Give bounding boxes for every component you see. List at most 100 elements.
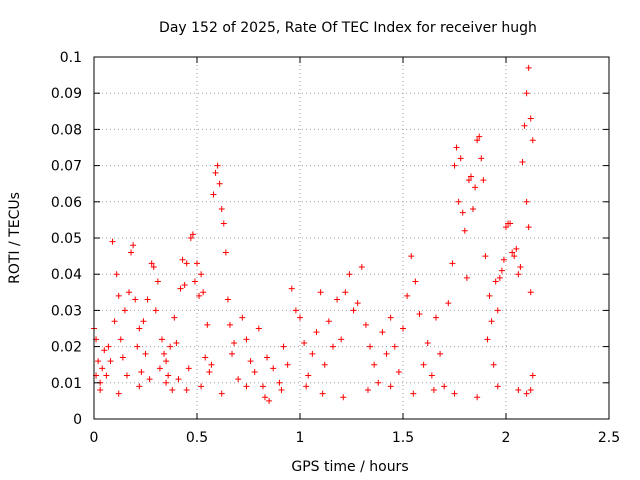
data-point xyxy=(463,274,470,281)
data-point xyxy=(183,260,190,267)
data-point xyxy=(375,379,382,386)
data-point xyxy=(511,253,518,260)
data-point xyxy=(200,289,207,296)
data-point xyxy=(218,390,225,397)
data-point xyxy=(523,390,530,397)
data-point xyxy=(527,387,534,394)
data-point xyxy=(478,155,485,162)
data-point xyxy=(449,260,456,267)
data-point xyxy=(278,387,285,394)
data-point xyxy=(123,372,130,379)
data-point xyxy=(216,180,223,187)
data-point xyxy=(503,224,509,231)
data-point xyxy=(517,263,524,270)
data-point xyxy=(445,300,452,307)
data-point xyxy=(204,321,211,328)
data-point xyxy=(527,115,534,122)
data-point xyxy=(379,329,386,336)
data-point xyxy=(432,314,439,321)
data-point xyxy=(185,365,192,372)
data-point xyxy=(154,278,161,285)
data-point xyxy=(519,158,526,165)
data-point xyxy=(173,339,180,346)
y-axis-label: ROTI / TECUs xyxy=(7,192,23,284)
data-point xyxy=(498,267,505,274)
y-tick-label: 0.1 xyxy=(60,50,82,66)
x-tick-label: 2.5 xyxy=(598,430,620,446)
data-point xyxy=(126,289,133,296)
data-point xyxy=(97,387,104,394)
data-point xyxy=(226,321,233,328)
data-point xyxy=(288,285,295,292)
data-point xyxy=(261,394,268,401)
data-point xyxy=(136,383,143,390)
data-point xyxy=(395,368,402,375)
data-point xyxy=(430,387,437,394)
data-point xyxy=(457,155,464,162)
data-point xyxy=(484,336,491,343)
data-point xyxy=(525,64,532,71)
data-point xyxy=(95,358,102,365)
data-point xyxy=(276,379,283,386)
data-point xyxy=(325,318,332,325)
data-point xyxy=(453,144,460,151)
data-point xyxy=(474,137,481,144)
data-point xyxy=(146,376,153,383)
data-point xyxy=(472,184,479,191)
data-point xyxy=(165,372,172,379)
data-point xyxy=(321,361,328,368)
data-point xyxy=(136,325,143,332)
chart-title: Day 152 of 2025, Rate Of TEC Index for r… xyxy=(159,20,537,36)
data-point xyxy=(317,289,324,296)
data-point xyxy=(243,336,250,343)
data-point xyxy=(130,242,137,249)
y-tick-label: 0.09 xyxy=(51,86,82,102)
data-point xyxy=(412,278,419,285)
data-point xyxy=(208,361,215,368)
data-point xyxy=(358,263,365,270)
data-point xyxy=(235,376,242,383)
data-point xyxy=(391,343,398,350)
data-point xyxy=(292,307,299,314)
data-point xyxy=(128,249,135,256)
data-point xyxy=(163,379,170,386)
data-point xyxy=(181,282,188,289)
data-point xyxy=(189,231,196,238)
data-point xyxy=(529,137,536,144)
data-point xyxy=(255,325,262,332)
data-point xyxy=(187,235,194,241)
data-point xyxy=(259,383,266,390)
x-axis-ticks: 0 0.5 1 1.5 2 2.5 xyxy=(90,57,620,446)
y-tick-label: 0.02 xyxy=(51,340,82,356)
data-point xyxy=(167,343,174,350)
data-point xyxy=(364,387,371,394)
data-point xyxy=(367,343,374,350)
data-point xyxy=(196,292,203,299)
data-point xyxy=(515,271,522,278)
data-point xyxy=(194,260,200,267)
y-tick-label: 0 xyxy=(73,412,82,428)
y-tick-label: 0.04 xyxy=(51,267,82,283)
data-point xyxy=(111,318,118,325)
data-point xyxy=(115,292,122,299)
data-point xyxy=(177,285,184,292)
data-point xyxy=(465,177,472,184)
data-point xyxy=(420,361,427,368)
data-point xyxy=(329,343,336,350)
data-point xyxy=(144,296,151,303)
data-point xyxy=(152,307,159,314)
data-point xyxy=(198,383,205,390)
data-point xyxy=(400,325,406,332)
data-point xyxy=(319,390,326,397)
data-point xyxy=(150,263,157,270)
data-point xyxy=(239,314,246,321)
data-point xyxy=(424,339,431,346)
data-point xyxy=(138,368,145,375)
data-point xyxy=(521,122,528,129)
data-point xyxy=(222,249,229,256)
data-point xyxy=(441,383,448,390)
grid-lines xyxy=(94,57,609,419)
y-tick-label: 0.06 xyxy=(51,195,82,211)
data-point xyxy=(451,162,458,169)
data-point xyxy=(410,390,417,397)
